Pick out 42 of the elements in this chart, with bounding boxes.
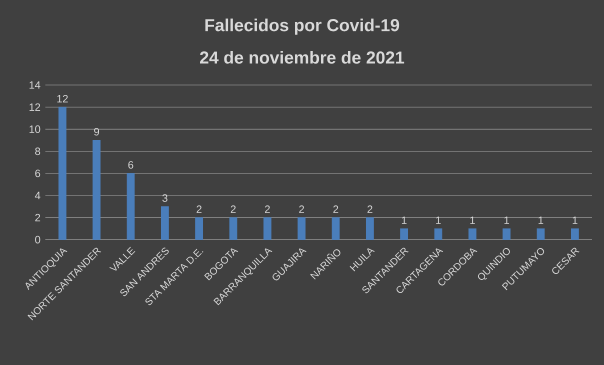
bar (570, 228, 579, 240)
bar (298, 217, 306, 240)
bar (160, 206, 169, 240)
bar (434, 228, 442, 240)
bar (126, 173, 135, 240)
bar (92, 140, 101, 240)
data-label: 2 (264, 205, 270, 213)
data-label: 1 (470, 216, 475, 224)
y-tick-label: 4 (34, 192, 40, 200)
chart-title: Fallecidos por Covid-19 (205, 18, 400, 35)
bar (366, 217, 374, 240)
data-label: 1 (504, 216, 510, 224)
y-tick-label: 10 (30, 125, 40, 133)
data-label: 2 (333, 205, 338, 213)
y-tick-label: 0 (35, 236, 40, 244)
data-label: 1 (436, 216, 441, 224)
data-label: 1 (572, 216, 578, 224)
data-label: 1 (538, 216, 544, 224)
bar (332, 217, 340, 240)
data-label: 2 (299, 205, 304, 213)
bar (58, 106, 66, 240)
y-tick-label: 6 (35, 170, 40, 178)
data-label: 9 (94, 128, 100, 136)
data-label: 2 (230, 205, 236, 213)
bar (468, 228, 476, 240)
bar (229, 217, 238, 240)
data-label: 6 (128, 161, 134, 169)
data-label: 2 (196, 205, 202, 213)
bar (400, 228, 408, 240)
y-tick-label: 2 (35, 214, 40, 222)
y-tick-label: 8 (35, 148, 40, 156)
bar (263, 217, 272, 240)
bar (536, 228, 545, 240)
chart-subtitle: 24 de noviembre de 2021 (200, 50, 404, 64)
bar (195, 217, 204, 240)
y-tick-label: 14 (30, 81, 40, 89)
data-label: 3 (162, 194, 168, 202)
bar (502, 228, 511, 240)
y-tick-label: 12 (30, 103, 40, 111)
data-label: 2 (367, 205, 372, 213)
data-label: 1 (402, 216, 407, 224)
data-label: 12 (57, 94, 68, 102)
